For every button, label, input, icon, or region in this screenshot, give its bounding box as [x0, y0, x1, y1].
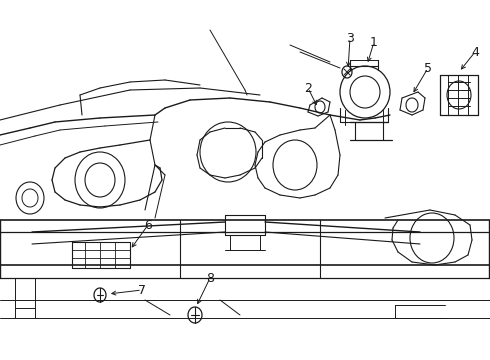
Text: 3: 3: [346, 32, 354, 45]
Text: 8: 8: [206, 271, 214, 284]
Text: 6: 6: [144, 219, 152, 231]
Text: 4: 4: [471, 45, 479, 59]
Text: 5: 5: [424, 62, 432, 75]
Text: 1: 1: [370, 36, 378, 49]
Text: 7: 7: [138, 284, 146, 297]
Text: 2: 2: [304, 81, 312, 95]
